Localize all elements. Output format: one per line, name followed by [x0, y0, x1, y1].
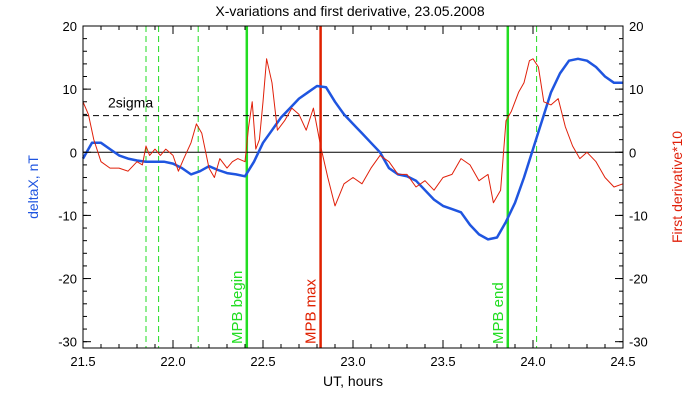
y-right-tick-label-5: -30 — [629, 335, 648, 350]
x-axis: 21.5 22.0 22.5 23.0 23.5 24.0 24.5 — [70, 26, 636, 369]
plot-frame — [82, 25, 624, 349]
y-axis-left: 20 10 0 -10 -20 -30 — [58, 19, 91, 350]
reference-label-0: 2sigma — [108, 95, 153, 111]
y-axis-right: 20 10 0 -10 -20 -30 — [615, 19, 648, 350]
marker-label-1: MPB max — [303, 278, 320, 344]
x-axis-label: UT, hours — [323, 373, 383, 389]
marker-label-0: MPB begin — [229, 271, 246, 344]
y-left-tick-label-0: 20 — [63, 19, 77, 34]
y-right-tick-label-0: 20 — [629, 19, 643, 34]
y-left-tick-label-2: 0 — [70, 145, 77, 160]
y-left-tick-label-3: -10 — [58, 208, 77, 223]
y-right-tick-label-3: -10 — [629, 208, 648, 223]
series-line-0 — [81, 57, 623, 241]
marker-labels: MPB begin MPB max MPB end — [229, 271, 507, 344]
y-right-tick-label-1: 10 — [629, 82, 643, 97]
x-tick-label-5: 24.0 — [520, 354, 545, 369]
marker-lines — [145, 26, 538, 348]
x-tick-label-4: 23.5 — [430, 354, 455, 369]
marker-label-2: MPB end — [490, 282, 507, 344]
y-left-tick-label-1: 10 — [63, 82, 77, 97]
y-axis-right-label: First derivative*10 — [669, 131, 685, 243]
series-line-1 — [82, 58, 624, 207]
y-right-tick-label-2: 0 — [629, 145, 636, 160]
y-right-tick-label-4: -20 — [629, 272, 648, 287]
y-left-tick-label-4: -20 — [58, 272, 77, 287]
x-tick-label-6: 24.5 — [610, 354, 635, 369]
y-axis-left-label: deltaX, nT — [25, 155, 41, 219]
x-tick-label-2: 22.5 — [250, 354, 275, 369]
series-group — [81, 57, 624, 241]
x-tick-label-0: 21.5 — [70, 354, 95, 369]
x-tick-label-1: 22.0 — [160, 354, 185, 369]
y-left-tick-label-5: -30 — [58, 335, 77, 350]
chart-title: X-variations and first derivative, 23.05… — [215, 3, 484, 19]
x-tick-label-3: 23.0 — [340, 354, 365, 369]
